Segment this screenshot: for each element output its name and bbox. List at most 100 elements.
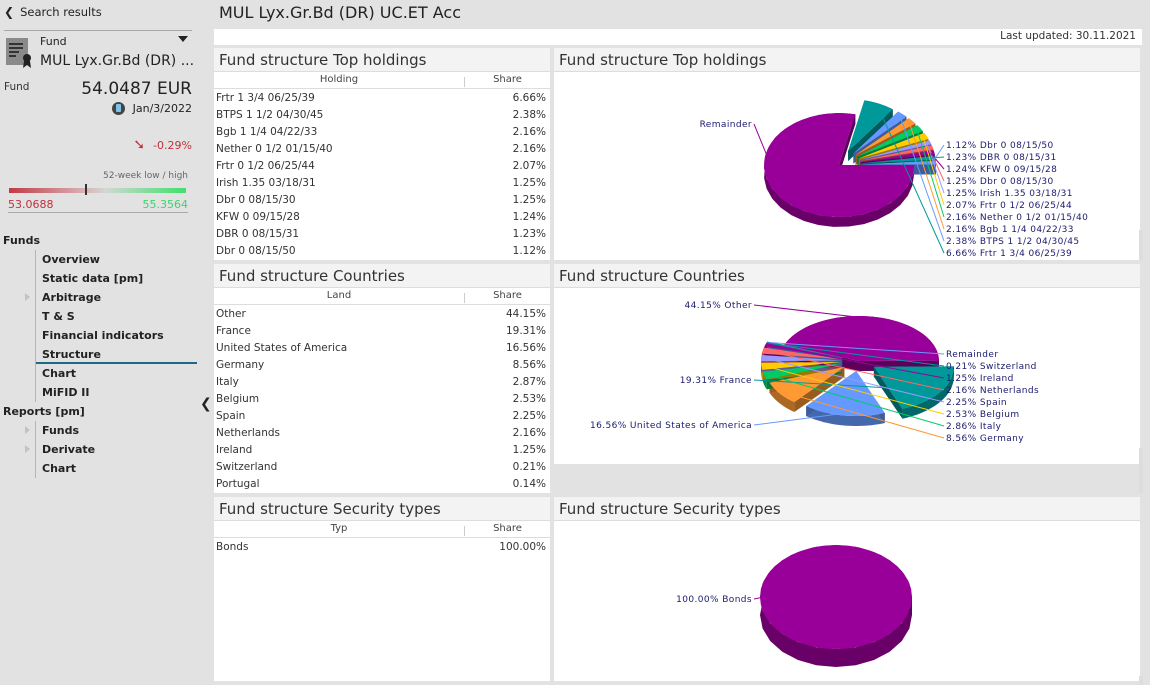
nav-section-funds[interactable]: Funds bbox=[3, 234, 41, 247]
pie-slice[interactable] bbox=[853, 111, 907, 154]
table-row[interactable]: Nether 0 1/2 01/15/40 2.16% bbox=[214, 142, 550, 159]
pie-slice[interactable] bbox=[857, 125, 923, 157]
nav-item-derivate[interactable]: Derivate bbox=[42, 443, 96, 456]
nav-item-structure[interactable]: Structure bbox=[42, 348, 101, 361]
table-header: Holding Share bbox=[214, 73, 550, 89]
security-types-table-panel: Fund structure Security types Typ Share … bbox=[214, 497, 550, 681]
pie-slice[interactable] bbox=[764, 343, 842, 359]
expand-arrow-icon[interactable] bbox=[25, 445, 30, 453]
pie-slice[interactable] bbox=[848, 100, 893, 152]
column-header-share[interactable]: Share bbox=[493, 290, 522, 301]
price-change: ➘ -0.29% bbox=[133, 137, 192, 153]
table-row[interactable]: Bgb 1 1/4 04/22/33 2.16% bbox=[214, 125, 550, 142]
pie-slice[interactable] bbox=[761, 361, 842, 370]
nav-item-overview[interactable]: Overview bbox=[42, 253, 100, 266]
pie-slice[interactable] bbox=[860, 145, 934, 162]
pie-slice[interactable] bbox=[873, 366, 954, 409]
row-name: Nether 0 1/2 01/15/40 bbox=[216, 143, 333, 155]
pie-slice[interactable] bbox=[762, 363, 842, 380]
pie-slice[interactable] bbox=[860, 155, 936, 164]
row-name: Switzerland bbox=[216, 461, 278, 473]
row-share: 2.25% bbox=[512, 410, 546, 422]
table-row[interactable]: Frtr 0 1/2 06/25/44 2.07% bbox=[214, 159, 550, 176]
row-share: 2.16% bbox=[512, 427, 546, 439]
label-leader-line bbox=[753, 304, 873, 320]
row-name: Frtr 1 3/4 06/25/39 bbox=[216, 92, 315, 104]
expand-arrow-icon[interactable] bbox=[25, 426, 30, 434]
instrument-dropdown-arrow-icon[interactable] bbox=[178, 36, 188, 42]
pie-slice[interactable] bbox=[761, 347, 842, 360]
row-share: 2.16% bbox=[512, 126, 546, 138]
column-header-share[interactable]: Share bbox=[493, 523, 522, 534]
table-row[interactable]: Switzerland 0.21% bbox=[214, 460, 550, 477]
pie-slice[interactable] bbox=[859, 140, 932, 160]
row-name: United States of America bbox=[216, 342, 348, 354]
row-share: 2.87% bbox=[512, 376, 546, 388]
table-header: Typ Share bbox=[214, 522, 550, 538]
pie-slice[interactable] bbox=[764, 113, 914, 217]
column-header-typ[interactable]: Typ bbox=[330, 523, 348, 534]
last-updated-bar: Last updated: 30.11.2021 bbox=[214, 29, 1142, 45]
row-share: 1.24% bbox=[512, 211, 546, 223]
nav-item-financial-indicators[interactable]: Financial indicators bbox=[42, 329, 164, 342]
label-leader-line bbox=[926, 143, 945, 194]
table-row[interactable]: Frtr 1 3/4 06/25/39 6.66% bbox=[214, 91, 550, 108]
nav-item-mifid-ii[interactable]: MiFID II bbox=[42, 386, 90, 399]
table-row[interactable]: Germany 8.56% bbox=[214, 358, 550, 375]
change-value: -0.29% bbox=[153, 138, 192, 152]
nav-item-report-chart[interactable]: Chart bbox=[42, 462, 77, 475]
pie-slice[interactable] bbox=[855, 118, 916, 155]
pie-slice[interactable] bbox=[760, 545, 912, 649]
column-header-holding[interactable]: Holding bbox=[319, 74, 359, 85]
table-row[interactable]: Italy 2.87% bbox=[214, 375, 550, 392]
scrollbar[interactable] bbox=[1139, 676, 1143, 685]
table-row[interactable]: Dbr 0 08/15/30 1.25% bbox=[214, 193, 550, 210]
row-name: DBR 0 08/15/31 bbox=[216, 228, 300, 240]
label-leader-line bbox=[765, 365, 945, 415]
table-row[interactable]: DBR 0 08/15/31 1.23% bbox=[214, 227, 550, 244]
nav-item-t-and-s[interactable]: T & S bbox=[42, 310, 75, 323]
table-body: Frtr 1 3/4 06/25/39 6.66% BTPS 1 1/2 04/30… bbox=[214, 91, 550, 261]
collapse-sidebar-chevron-icon[interactable]: ❮ bbox=[200, 396, 212, 412]
scrollbar[interactable] bbox=[1139, 230, 1143, 260]
table-row[interactable]: Ireland 1.25% bbox=[214, 443, 550, 460]
data-label: Remainder bbox=[700, 120, 752, 130]
nav-item-arbitrage[interactable]: Arbitrage bbox=[42, 291, 102, 304]
table-row[interactable]: United States of America 16.56% bbox=[214, 341, 550, 358]
table-row[interactable]: Spain 2.25% bbox=[214, 409, 550, 426]
row-name: Belgium bbox=[216, 393, 260, 405]
nav-item-report-funds[interactable]: Funds bbox=[42, 424, 80, 437]
nav-item-chart[interactable]: Chart bbox=[42, 367, 77, 380]
countries-pie-chart: 44.15% Other 19.31% France 16.56% United S… bbox=[590, 301, 1039, 444]
pie-slice[interactable] bbox=[766, 342, 843, 358]
active-indicator bbox=[36, 362, 197, 364]
table-row[interactable]: Netherlands 2.16% bbox=[214, 426, 550, 443]
panel-header: Fund structure Security types bbox=[214, 497, 550, 521]
table-row[interactable]: Dbr 0 08/15/50 1.12% bbox=[214, 244, 550, 261]
pie-slice[interactable] bbox=[858, 132, 929, 159]
data-label: Remainder bbox=[946, 350, 998, 360]
security-types-chart-panel: Fund structure Security types 100.00% Bo… bbox=[554, 497, 1140, 681]
table-row[interactable]: Irish 1.35 03/18/31 1.25% bbox=[214, 176, 550, 193]
scrollbar[interactable] bbox=[1139, 448, 1143, 493]
table-row[interactable]: Belgium 2.53% bbox=[214, 392, 550, 409]
table-row[interactable]: BTPS 1 1/2 04/30/45 2.38% bbox=[214, 108, 550, 125]
row-share: 19.31% bbox=[505, 325, 546, 337]
back-to-search-results[interactable]: ❮ Search results bbox=[4, 5, 102, 19]
pie-slice[interactable] bbox=[860, 160, 936, 165]
column-header-land[interactable]: Land bbox=[326, 290, 352, 301]
column-header-share[interactable]: Share bbox=[493, 74, 522, 85]
nav-item-static-data[interactable]: Static data [pm] bbox=[42, 272, 144, 285]
nav-section-reports[interactable]: Reports [pm] bbox=[3, 405, 85, 418]
table-row[interactable]: Portugal 0.14% bbox=[214, 477, 550, 494]
label-leader-line bbox=[769, 344, 945, 379]
table-row[interactable]: KFW 0 09/15/28 1.24% bbox=[214, 210, 550, 227]
table-row[interactable]: Bonds 100.00% bbox=[214, 540, 550, 557]
table-row[interactable]: Other 44.15% bbox=[214, 307, 550, 324]
table-row[interactable]: France 19.31% bbox=[214, 324, 550, 341]
data-label: 2.53% Belgium bbox=[946, 410, 1020, 420]
label-leader-line bbox=[770, 342, 945, 367]
pie-slice[interactable] bbox=[860, 150, 935, 163]
data-label: 1.23% DBR 0 08/15/31 bbox=[946, 153, 1057, 163]
expand-arrow-icon[interactable] bbox=[25, 293, 30, 301]
